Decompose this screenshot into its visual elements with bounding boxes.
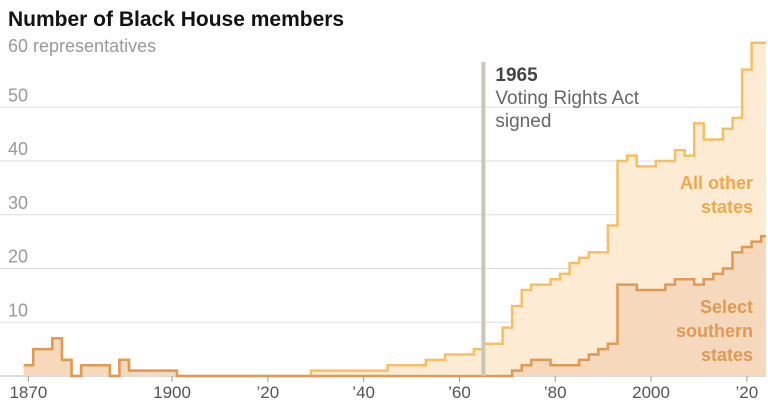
x-tick-label: ’40	[352, 383, 375, 402]
x-tick-label: ’80	[544, 383, 567, 402]
annotation-text: signed	[495, 111, 551, 132]
y-tick-label: 10	[8, 300, 28, 320]
x-tick-label: ’20	[735, 383, 758, 402]
x-tick-label: ’20	[257, 383, 280, 402]
area-all-other-states	[23, 42, 767, 377]
label-southern-states: states	[701, 345, 753, 365]
line-southern-states	[23, 235, 766, 378]
y-tick-label: 20	[8, 247, 28, 267]
annotation-text: Voting Rights Act	[495, 88, 639, 109]
label-all-other-states: All other	[680, 173, 753, 193]
chart-subtitle: 60 representatives	[8, 36, 156, 56]
x-tick-label: 1870	[9, 383, 47, 402]
y-tick-label: 40	[8, 139, 28, 159]
annotation-year: 1965	[495, 65, 538, 86]
x-axis: 1870 1900 ’20 ’40 ’60 ’80 2000 ’20	[9, 376, 758, 402]
x-tick-label: 1900	[153, 383, 191, 402]
plot-areas	[23, 41, 767, 378]
chart-title: Number of Black House members	[8, 8, 344, 31]
label-southern-states: Select	[700, 297, 753, 317]
series-labels: All other states Select southern states	[676, 173, 753, 365]
x-tick-label: ’60	[448, 383, 471, 402]
x-tick-label: 2000	[632, 383, 670, 402]
label-southern-states: southern	[676, 321, 753, 341]
y-tick-label: 50	[8, 85, 28, 105]
label-all-other-states: states	[701, 197, 753, 217]
y-tick-label: 30	[8, 193, 28, 213]
